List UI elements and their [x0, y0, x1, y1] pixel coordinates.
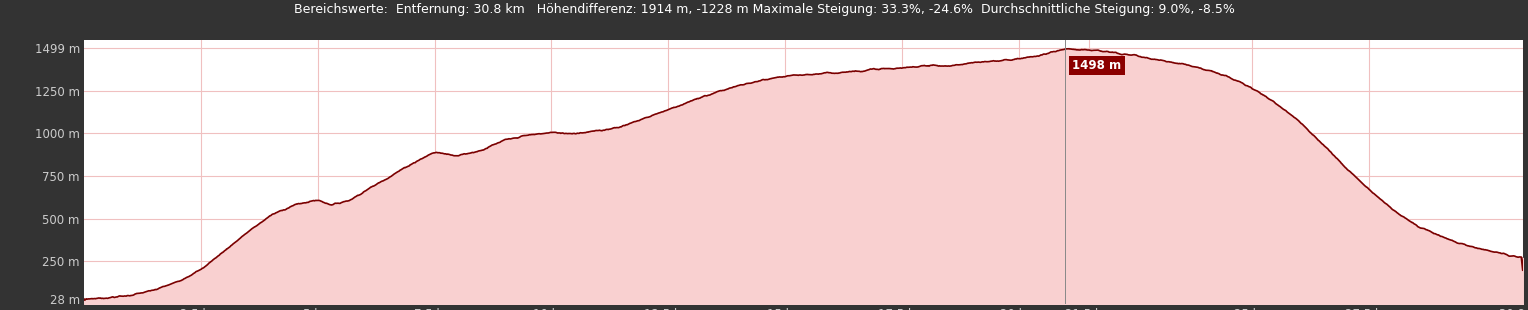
Text: 1498 m: 1498 m	[1073, 59, 1122, 72]
Text: Bereichswerte:  Entfernung: 30.8 km   Höhendifferenz: 1914 m, -1228 m Maximale S: Bereichswerte: Entfernung: 30.8 km Höhen…	[293, 2, 1235, 16]
